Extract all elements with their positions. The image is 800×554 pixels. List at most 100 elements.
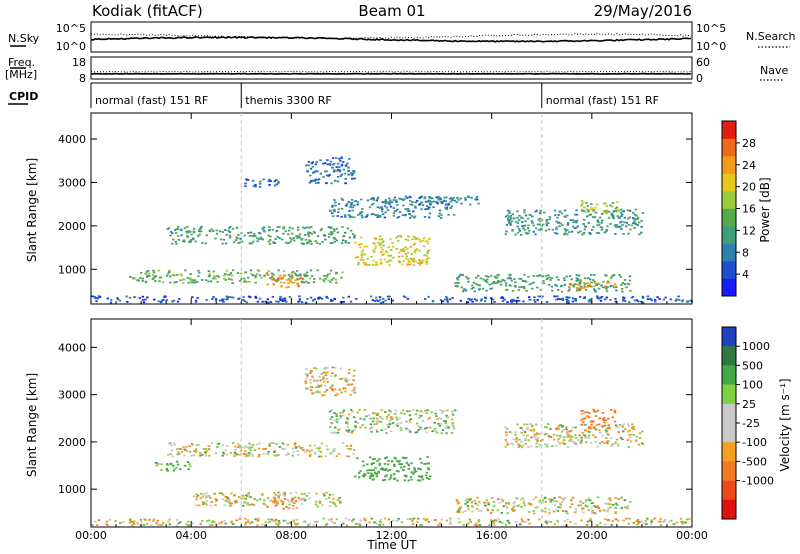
range-time-cell	[180, 229, 183, 232]
range-time-cell	[532, 510, 535, 512]
range-time-cell	[361, 460, 365, 463]
range-time-cell	[584, 504, 588, 507]
range-time-cell	[330, 520, 334, 523]
range-time-cell	[607, 424, 610, 427]
range-time-cell	[402, 204, 405, 207]
range-time-cell	[593, 280, 596, 283]
range-time-cell	[533, 433, 536, 436]
range-time-cell	[547, 512, 551, 515]
range-time-cell	[519, 523, 522, 526]
range-time-cell	[673, 523, 676, 526]
range-time-cell	[293, 281, 296, 284]
range-time-cell	[520, 278, 523, 280]
range-time-cell	[317, 181, 320, 184]
range-time-cell	[442, 410, 445, 412]
range-time-cell	[501, 521, 504, 524]
range-time-cell	[394, 413, 397, 415]
range-time-cell	[307, 233, 310, 235]
range-time-cell	[221, 444, 225, 447]
range-time-cell	[175, 460, 179, 463]
range-time-cell	[331, 389, 334, 392]
range-time-cell	[527, 224, 530, 227]
range-time-cell	[614, 511, 617, 514]
range-time-cell	[403, 479, 407, 482]
range-time-cell	[386, 251, 389, 254]
range-time-cell	[370, 213, 374, 216]
range-time-cell	[299, 273, 302, 276]
colorbar-tick-label: 8	[742, 246, 749, 259]
range-time-cell	[217, 275, 220, 278]
range-time-cell	[460, 286, 463, 289]
echo-region	[568, 281, 618, 290]
range-time-cell	[505, 502, 508, 504]
range-time-cell	[425, 471, 429, 474]
range-time-cell	[364, 426, 367, 429]
echo-region	[419, 195, 480, 206]
range-time-cell	[232, 241, 236, 244]
range-time-cell	[334, 375, 337, 377]
range-time-cell	[208, 272, 211, 275]
range-time-cell	[574, 298, 577, 300]
range-time-cell	[340, 207, 344, 210]
range-time-cell	[508, 212, 511, 215]
range-time-cell	[275, 183, 279, 186]
range-time-cell	[215, 229, 218, 232]
range-time-cell	[517, 289, 520, 291]
range-time-cell	[602, 211, 606, 214]
range-time-cell	[628, 283, 631, 286]
range-time-cell	[522, 434, 525, 437]
range-time-cell	[199, 497, 202, 500]
range-time-cell	[372, 478, 375, 481]
range-time-cell	[332, 228, 335, 230]
range-time-cell	[171, 274, 175, 276]
colorbar-tick-label: 100	[742, 379, 763, 392]
range-time-cell	[475, 507, 479, 510]
range-time-cell	[353, 216, 356, 219]
range-time-cell	[516, 231, 520, 234]
range-time-cell	[597, 232, 601, 234]
range-time-cell	[208, 229, 211, 232]
range-time-cell	[510, 301, 514, 304]
range-time-cell	[609, 503, 612, 506]
range-time-cell	[535, 209, 538, 212]
range-time-cell	[532, 224, 535, 227]
range-time-cell	[576, 225, 579, 228]
range-time-cell	[478, 501, 481, 504]
range-time-cell	[291, 447, 294, 450]
range-time-cell	[427, 295, 430, 298]
range-time-cell	[601, 412, 605, 414]
range-time-cell	[467, 506, 470, 508]
range-time-cell	[508, 210, 511, 213]
range-time-cell	[303, 499, 307, 501]
range-time-cell	[412, 260, 415, 263]
range-time-cell	[293, 444, 296, 446]
range-time-cell	[509, 224, 512, 226]
range-time-cell	[228, 231, 232, 233]
range-time-cell	[603, 298, 607, 301]
range-time-cell	[455, 499, 459, 502]
range-time-cell	[213, 492, 216, 495]
range-time-cell	[433, 200, 436, 203]
range-time-cell	[511, 213, 514, 216]
range-time-cell	[397, 260, 401, 262]
range-time-cell	[403, 250, 406, 252]
range-time-cell	[384, 457, 387, 459]
range-time-cell	[568, 286, 571, 289]
range-time-cell	[254, 235, 257, 237]
range-time-cell	[182, 239, 186, 242]
range-time-cell	[410, 462, 413, 465]
range-time-cell	[519, 234, 523, 236]
range-time-cell	[347, 372, 351, 374]
range-time-cell	[373, 242, 376, 245]
range-time-cell	[628, 429, 631, 432]
range-time-cell	[407, 235, 410, 237]
range-time-cell	[615, 426, 618, 429]
range-time-cell	[273, 454, 276, 457]
range-time-cell	[601, 213, 604, 215]
range-time-cell	[205, 496, 208, 499]
range-time-cell	[333, 199, 336, 201]
range-time-cell	[589, 278, 592, 281]
range-time-cell	[273, 497, 276, 499]
range-time-cell	[583, 429, 587, 432]
